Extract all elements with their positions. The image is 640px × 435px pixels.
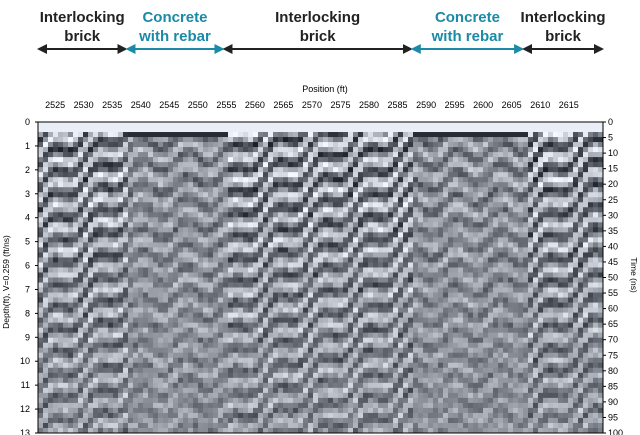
- depth-tick-label: 11: [21, 380, 30, 390]
- depth-axis-label: Depth(ft), V=0.259 (ft/ns): [1, 235, 11, 329]
- x-tick-label: 2580: [359, 100, 379, 110]
- segment-label: Concrete with rebar: [139, 9, 211, 45]
- time-tick-label: 85: [608, 381, 618, 391]
- x-tick-label: 2590: [416, 100, 436, 110]
- depth-tick-label: 9: [25, 332, 30, 342]
- x-tick-label: 2575: [330, 100, 350, 110]
- x-tick-label: 2540: [131, 100, 151, 110]
- time-tick-label: 70: [608, 335, 618, 345]
- x-tick-label: 2565: [273, 100, 293, 110]
- time-tick-label: 80: [608, 366, 618, 376]
- x-tick-label: 2530: [74, 100, 94, 110]
- time-tick-label: 35: [608, 226, 618, 236]
- time-tick-label: 45: [608, 257, 618, 267]
- x-tick-label: 2585: [388, 100, 408, 110]
- radargram-image: [37, 121, 604, 434]
- depth-tick-label: 2: [25, 165, 30, 175]
- x-tick-label: 2570: [302, 100, 322, 110]
- x-tick-label: 2560: [245, 100, 265, 110]
- time-tick-label: 40: [608, 241, 618, 251]
- x-tick-label: 2545: [159, 100, 179, 110]
- segment-label: Interlocking brick: [275, 9, 361, 45]
- time-tick-label: 55: [608, 288, 618, 298]
- depth-tick-label: 4: [25, 213, 30, 223]
- segment-label: Interlocking brick: [520, 9, 606, 45]
- time-tick-label: 90: [608, 397, 618, 407]
- x-tick-label: 2525: [45, 100, 65, 110]
- depth-tick-label: 5: [25, 237, 30, 247]
- segment-label: Interlocking brick: [39, 9, 125, 45]
- depth-tick-label: 1: [25, 141, 30, 151]
- x-tick-label: 2615: [559, 100, 579, 110]
- time-tick-label: 25: [608, 195, 618, 205]
- x-tick-label: 2595: [445, 100, 465, 110]
- time-tick-label: 10: [608, 148, 618, 158]
- time-tick-label: 100: [608, 428, 623, 435]
- time-tick-label: 60: [608, 304, 618, 314]
- time-axis: 0 5 10 15 20 25 30 35 40 45 50 55 60 65 70 75 80 85 90 95 10…: [603, 117, 623, 435]
- segment-label: Concrete with rebar: [431, 9, 504, 45]
- time-tick-label: 5: [608, 133, 613, 143]
- depth-tick-label: 13: [20, 428, 30, 435]
- time-tick-label: 50: [608, 273, 618, 283]
- x-tick-label: 2535: [102, 100, 122, 110]
- time-tick-label: 30: [608, 210, 618, 220]
- time-tick-label: 0: [608, 117, 613, 127]
- time-axis-label: Time (ns): [629, 257, 639, 293]
- x-tick-labels: 2525 2530 2535 2540 2545 2550 2555 2560 2565 2570…: [45, 100, 579, 110]
- x-tick-label: 2555: [216, 100, 236, 110]
- depth-tick-label: 3: [25, 189, 30, 199]
- time-tick-label: 15: [608, 164, 618, 174]
- x-tick-label: 2550: [188, 100, 208, 110]
- time-tick-label: 65: [608, 319, 618, 329]
- depth-tick-label: 8: [25, 308, 30, 318]
- time-tick-label: 95: [608, 412, 618, 422]
- x-tick-label: 2600: [473, 100, 493, 110]
- depth-tick-label: 10: [20, 356, 30, 366]
- x-axis-label: Position (ft): [302, 84, 348, 94]
- x-tick-label: 2610: [530, 100, 550, 110]
- depth-tick-label: 6: [25, 261, 30, 271]
- depth-tick-label: 0: [25, 117, 30, 127]
- x-tick-label: 2605: [502, 100, 522, 110]
- time-tick-label: 20: [608, 179, 618, 189]
- depth-tick-label: 7: [25, 284, 30, 294]
- depth-tick-label: 12: [20, 404, 30, 414]
- time-tick-label: 75: [608, 350, 618, 360]
